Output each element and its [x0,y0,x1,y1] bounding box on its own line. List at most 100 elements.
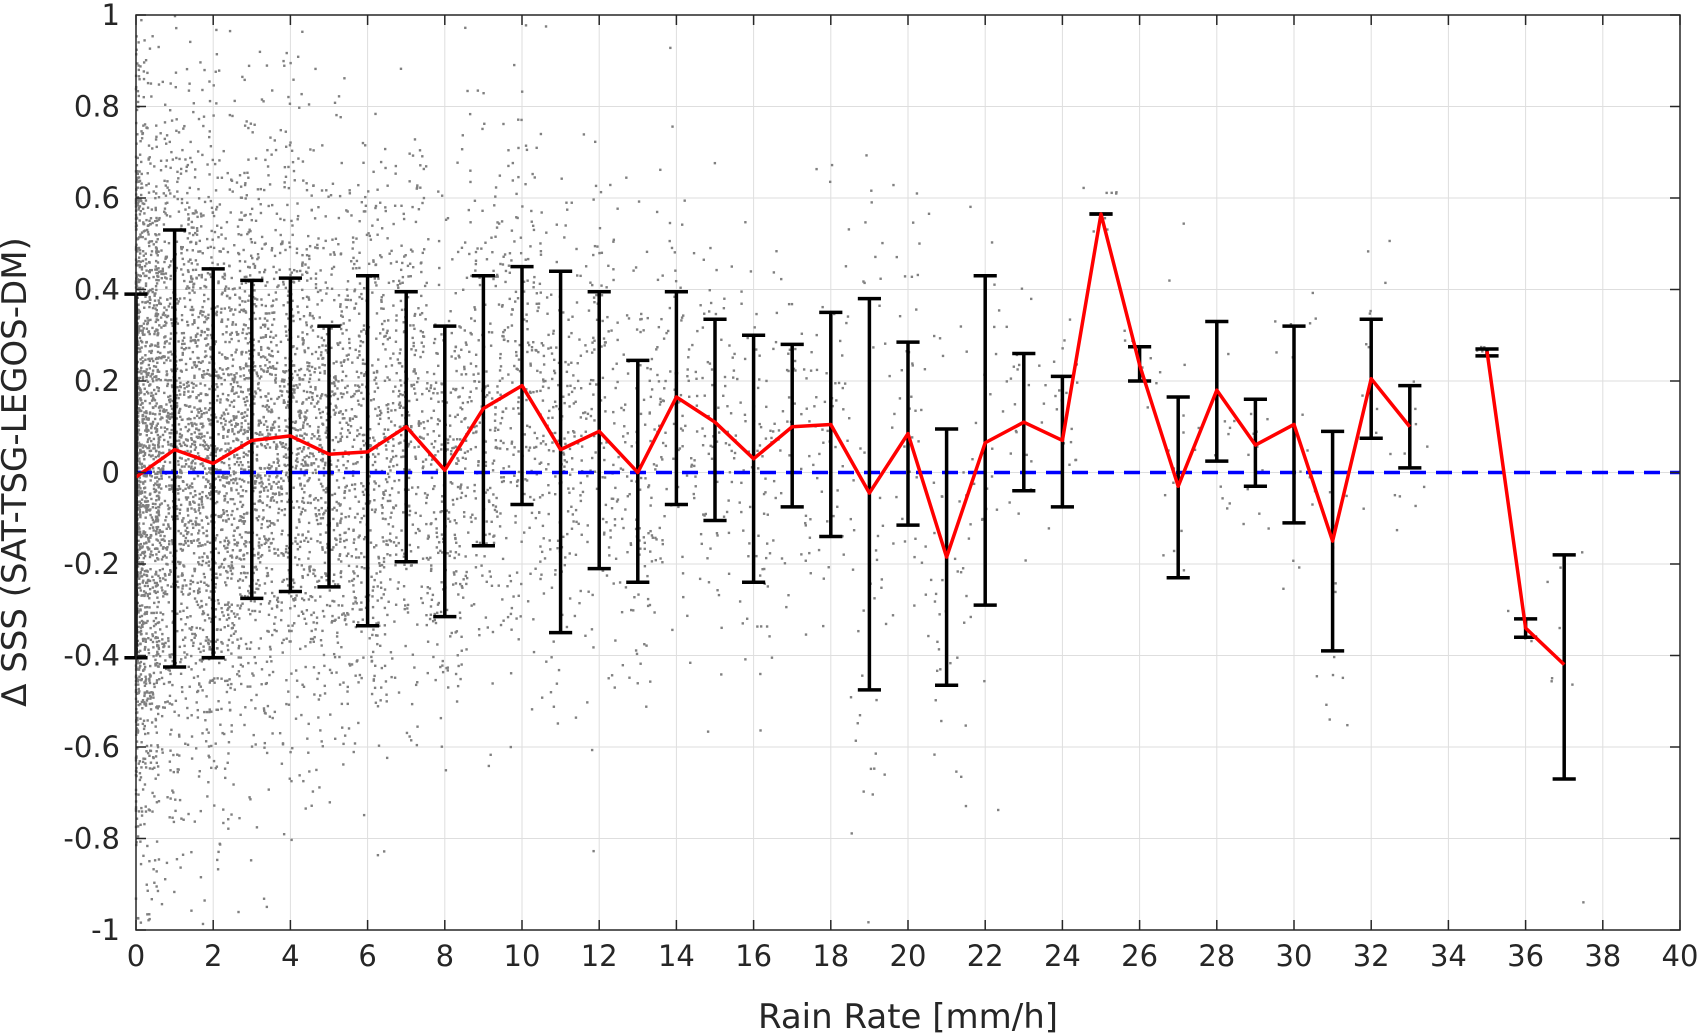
scatter-point [248,228,251,231]
scatter-point [302,685,306,689]
scatter-point [312,317,315,320]
scatter-point [151,290,154,294]
scatter-point [198,407,202,410]
scatter-point [150,351,153,355]
scatter-point [150,516,154,519]
scatter-point [180,224,183,227]
scatter-point [137,503,140,507]
scatter-point [238,218,241,221]
scatter-point [137,678,140,681]
scatter-point [253,566,257,569]
scatter-point [247,450,251,453]
scatter-point [181,572,184,575]
scatter-point [157,513,161,516]
scatter-point [148,474,152,477]
scatter-point [282,283,285,286]
scatter-point [181,587,184,590]
scatter-point [166,563,169,566]
scatter-point [305,253,309,257]
scatter-point [160,538,163,541]
scatter-point [308,314,312,317]
scatter-point [226,683,230,687]
scatter-point [235,438,238,441]
scatter-point [262,897,266,900]
scatter-point [156,480,159,483]
scatter-point [141,207,145,211]
scatter-point [142,522,145,525]
scatter-point [225,220,229,224]
scatter-point [198,416,201,420]
scatter-point [304,509,307,512]
scatter-point [207,408,211,412]
scatter-point [145,574,149,578]
scatter-point [287,624,290,627]
scatter-point [332,448,336,452]
scatter-point [228,701,231,704]
scatter-point [297,614,300,618]
scatter-point [201,526,204,529]
scatter-point [263,709,266,712]
scatter-point [277,459,280,462]
scatter-point [305,270,308,274]
scatter-point [159,426,163,429]
scatter-point [142,322,146,325]
scatter-point [199,437,202,440]
scatter-point [243,124,247,127]
scatter-point [233,502,236,506]
scatter-point [277,464,281,467]
scatter-point [229,686,232,690]
scatter-point [155,251,158,255]
scatter-point [167,512,171,515]
scatter-point [151,394,155,397]
scatter-point [321,609,325,613]
scatter-point [206,613,210,617]
scatter-point [147,648,150,651]
scatter-point [254,482,257,485]
scatter-point [194,747,198,750]
scatter-point [175,857,179,861]
scatter-point [186,539,190,543]
scatter-point [144,645,147,649]
scatter-point [184,459,187,462]
scatter-point [145,327,149,330]
scatter-point [283,165,287,169]
scatter-point [335,113,338,117]
scatter-point [295,500,299,503]
scatter-point [316,431,320,434]
scatter-point [291,542,294,545]
scatter-point [136,835,140,838]
scatter-point [205,494,208,498]
scatter-point [279,441,282,444]
scatter-point [140,814,144,817]
scatter-point [151,586,155,589]
scatter-point [339,537,342,541]
scatter-point [225,536,228,540]
scatter-point [158,438,161,441]
scatter-point [200,500,204,503]
scatter-point [156,470,160,474]
scatter-point [344,298,348,301]
scatter-point [333,655,337,659]
scatter-point [313,435,316,438]
scatter-point [291,578,295,581]
scatter-point [153,685,156,689]
scatter-point [219,401,222,404]
scatter-point [228,467,232,470]
scatter-point [139,664,142,668]
scatter-point [194,662,198,665]
scatter-point [284,356,287,360]
scatter-point [253,266,257,269]
scatter-point [148,597,151,600]
scatter-point [155,145,158,149]
scatter-point [148,702,152,706]
scatter-point [233,454,236,457]
scatter-point [213,677,216,680]
scatter-point [239,637,243,640]
scatter-point [232,517,236,520]
scatter-point [154,476,157,479]
scatter-point [177,492,180,495]
scatter-point [224,419,227,423]
scatter-point [215,572,218,575]
scatter-point [140,160,143,164]
scatter-point [244,309,247,313]
